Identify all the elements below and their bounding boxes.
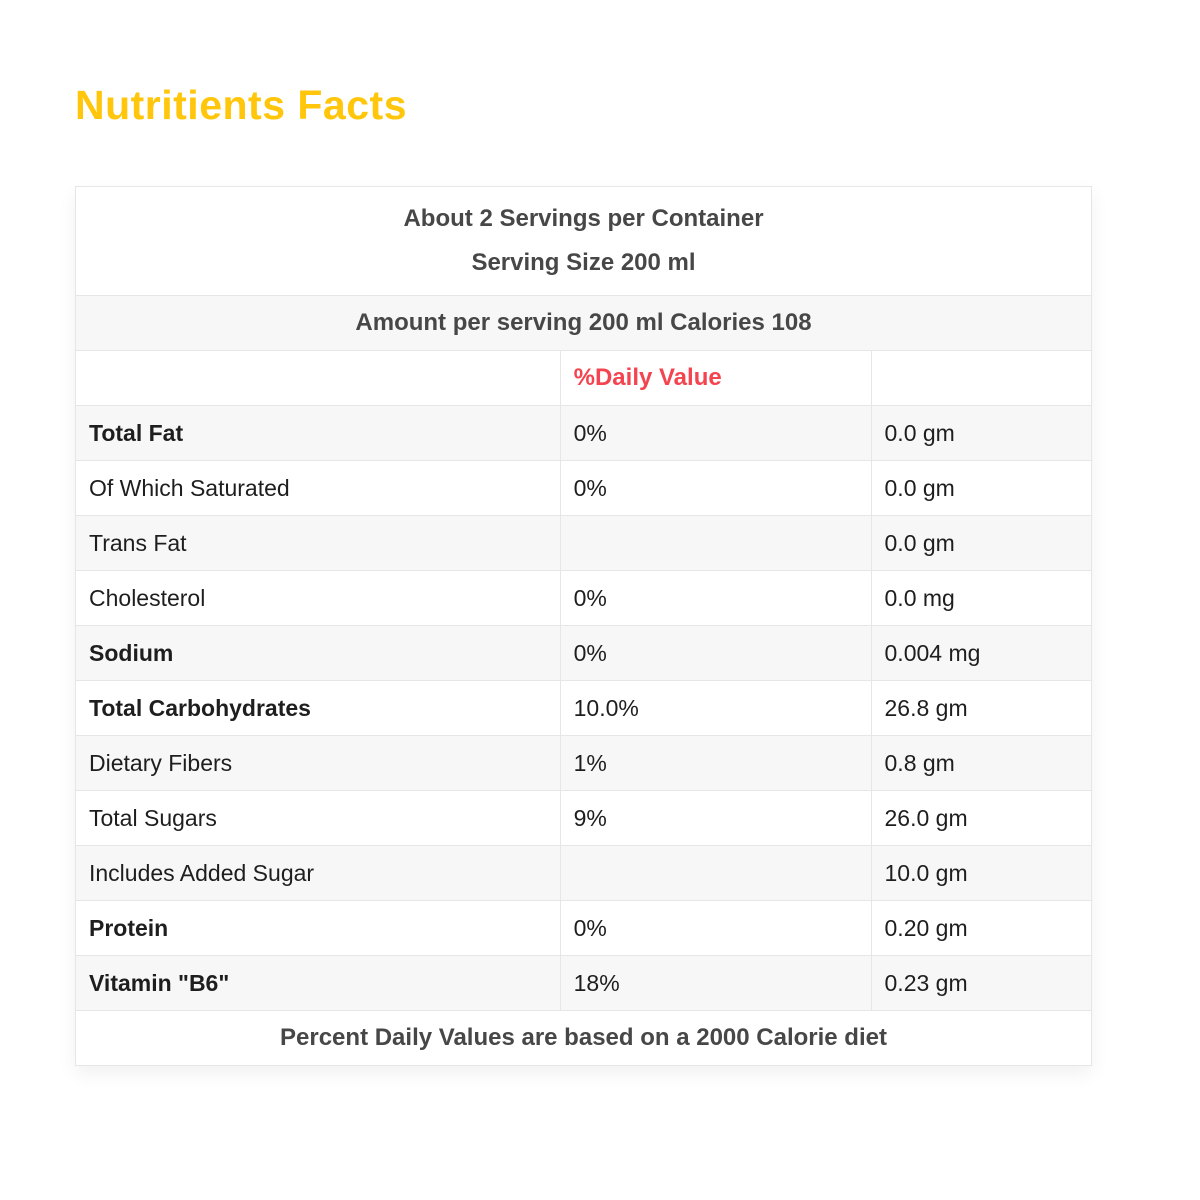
table-row-trans-fat: Trans Fat 0.0 gm <box>75 515 1093 571</box>
serving-size-text: Serving Size 200 ml <box>471 249 696 276</box>
row-amount: 26.0 gm <box>870 790 1093 846</box>
row-label: Includes Added Sugar <box>75 845 561 901</box>
empty-header-cell <box>870 350 1093 406</box>
table-row-dietary-fibers: Dietary Fibers 1% 0.8 gm <box>75 735 1093 791</box>
row-daily-value: 0% <box>559 405 872 461</box>
row-daily-value: 0% <box>559 460 872 516</box>
row-daily-value: 9% <box>559 790 872 846</box>
row-label: Cholesterol <box>75 570 561 626</box>
row-label: Protein <box>75 900 561 956</box>
page-title: Nutritients Facts <box>75 82 407 128</box>
row-daily-value: 1% <box>559 735 872 791</box>
row-amount: 0.23 gm <box>870 955 1093 1011</box>
row-label: Trans Fat <box>75 515 561 571</box>
row-amount: 0.0 gm <box>870 515 1093 571</box>
row-daily-value: 18% <box>559 955 872 1011</box>
table-row-total-carbohydrates: Total Carbohydrates 10.0% 26.8 gm <box>75 680 1093 736</box>
row-daily-value: 0% <box>559 625 872 681</box>
table-row-total-fat: Total Fat 0% 0.0 gm <box>75 405 1093 461</box>
row-amount: 0.0 mg <box>870 570 1093 626</box>
table-row-cholesterol: Cholesterol 0% 0.0 mg <box>75 570 1093 626</box>
footer-note-row: Percent Daily Values are based on a 2000… <box>75 1010 1092 1066</box>
row-amount: 26.8 gm <box>870 680 1093 736</box>
table-row-includes-added-sugar: Includes Added Sugar 10.0 gm <box>75 845 1093 901</box>
amount-per-serving-text: Amount per serving 200 ml Calories 108 <box>75 295 1092 351</box>
table-row-sodium: Sodium 0% 0.004 mg <box>75 625 1093 681</box>
row-label: Vitamin "B6" <box>75 955 561 1011</box>
row-daily-value <box>559 845 872 901</box>
row-amount: 10.0 gm <box>870 845 1093 901</box>
nutrition-facts-table: About 2 Servings per Container Serving S… <box>75 186 1093 1066</box>
row-daily-value: 0% <box>559 570 872 626</box>
table-row-protein: Protein 0% 0.20 gm <box>75 900 1093 956</box>
table-row-vitamin-b6: Vitamin "B6" 18% 0.23 gm <box>75 955 1093 1011</box>
row-daily-value <box>559 515 872 571</box>
servings-header-row: About 2 Servings per Container Serving S… <box>75 186 1092 296</box>
row-label: Total Sugars <box>75 790 561 846</box>
footer-note: Percent Daily Values are based on a 2000… <box>75 1010 1092 1066</box>
row-daily-value: 0% <box>559 900 872 956</box>
table-row-total-sugars: Total Sugars 9% 26.0 gm <box>75 790 1093 846</box>
row-amount: 0.8 gm <box>870 735 1093 791</box>
row-label: Total Fat <box>75 405 561 461</box>
column-header-row: %Daily Value <box>75 350 1093 406</box>
row-label: Total Carbohydrates <box>75 680 561 736</box>
row-label: Of Which Saturated <box>75 460 561 516</box>
row-daily-value: 10.0% <box>559 680 872 736</box>
row-label: Dietary Fibers <box>75 735 561 791</box>
row-amount: 0.0 gm <box>870 460 1093 516</box>
row-amount: 0.004 mg <box>870 625 1093 681</box>
row-amount: 0.20 gm <box>870 900 1093 956</box>
row-label: Sodium <box>75 625 561 681</box>
table-row-of-which-saturated: Of Which Saturated 0% 0.0 gm <box>75 460 1093 516</box>
empty-header-cell <box>75 350 561 406</box>
servings-header-cell: About 2 Servings per Container Serving S… <box>75 186 1092 296</box>
row-amount: 0.0 gm <box>870 405 1093 461</box>
daily-value-column-header: %Daily Value <box>559 350 872 406</box>
servings-per-container-text: About 2 Servings per Container <box>403 205 764 232</box>
amount-per-serving-row: Amount per serving 200 ml Calories 108 <box>75 295 1092 351</box>
